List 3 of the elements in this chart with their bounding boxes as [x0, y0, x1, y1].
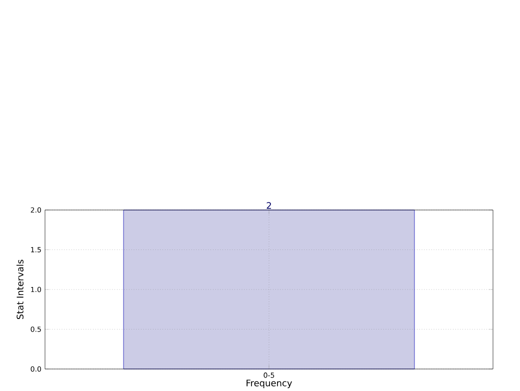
x-axis-title: Frequency [246, 379, 292, 388]
data-label: 2 [266, 202, 271, 209]
y-axis-title: Stat Intervals [16, 260, 24, 319]
